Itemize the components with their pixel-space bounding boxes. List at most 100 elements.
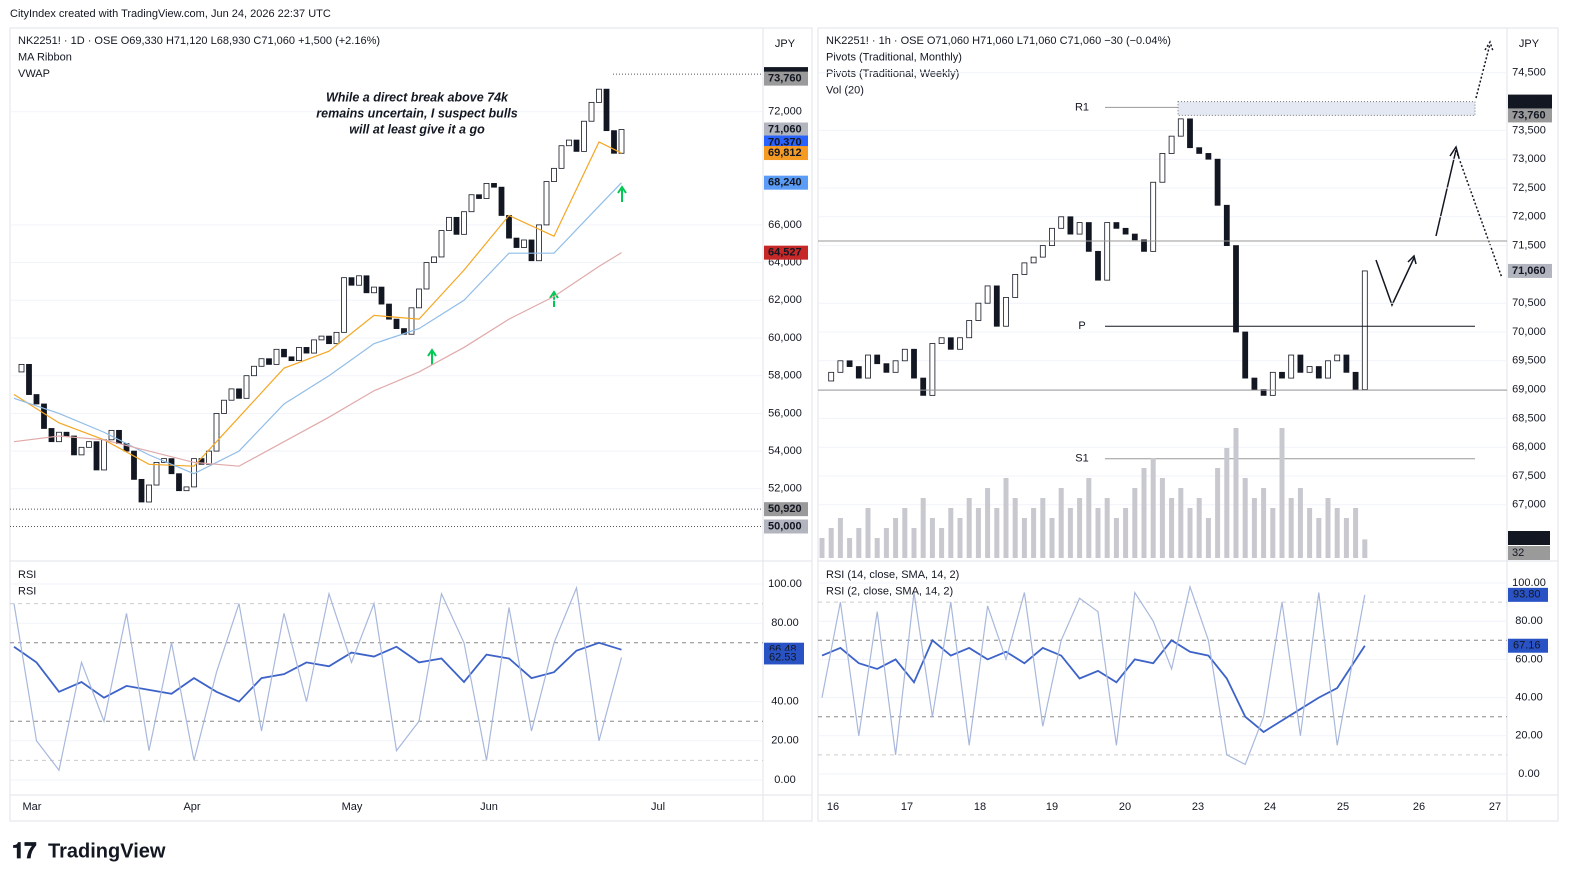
price-label-bg	[764, 519, 808, 534]
candle	[258, 358, 265, 367]
volume-bar	[1215, 468, 1221, 558]
y-tick-label: 66,000	[768, 219, 802, 231]
candle	[1141, 239, 1147, 252]
candle	[33, 394, 40, 405]
volume-bar	[902, 508, 908, 558]
rsi-line	[821, 638, 1366, 734]
volume-bar	[1132, 488, 1138, 558]
candle	[1214, 158, 1221, 206]
candle	[1085, 222, 1092, 252]
y-tick-label: 67,000	[1512, 499, 1546, 511]
volume-bar	[1196, 498, 1202, 558]
candle	[446, 216, 452, 231]
y-tick-label: 52,000	[768, 483, 802, 495]
candle	[1039, 245, 1046, 258]
candle	[1159, 153, 1166, 183]
candle	[303, 347, 310, 354]
candle	[929, 343, 936, 396]
candle	[1269, 371, 1276, 396]
candle	[1325, 360, 1331, 379]
candle	[1177, 118, 1184, 137]
x-tick-label: 23	[1192, 801, 1204, 813]
volume-bar	[975, 508, 981, 558]
candle	[892, 360, 899, 373]
candle	[846, 360, 853, 367]
volume-bar	[920, 498, 926, 558]
candle	[93, 441, 100, 471]
annotation: While a direct break above 74k	[326, 90, 509, 104]
volume-bar	[1104, 498, 1110, 558]
annotation: will at least give it a go	[349, 122, 485, 136]
x-tick-label: 17	[901, 801, 913, 813]
candle	[101, 439, 107, 471]
candle	[1131, 233, 1138, 241]
price-label: 50,000	[768, 520, 802, 532]
volume-bar	[1169, 498, 1175, 558]
candle	[438, 230, 445, 258]
left-pane	[9, 27, 813, 822]
volume-bar	[939, 528, 945, 558]
y-tick-label: 68,000	[1512, 441, 1546, 453]
volume-label: 32	[1512, 547, 1524, 559]
candle	[453, 216, 460, 235]
y-tick-label: 68,500	[1512, 412, 1546, 424]
candle	[611, 130, 617, 154]
candle	[228, 388, 235, 401]
rsi-label: 93.80	[1513, 589, 1541, 601]
volume-bar	[1224, 448, 1230, 558]
ma-line	[13, 141, 622, 467]
volume-bar	[985, 488, 991, 558]
candle	[1187, 118, 1193, 149]
candle	[1049, 227, 1055, 247]
annotation: remains uncertain, I suspect bulls	[316, 106, 518, 120]
candle	[153, 462, 160, 486]
candle	[528, 239, 535, 262]
volume-bar	[1178, 488, 1184, 558]
candle	[1150, 181, 1157, 252]
price-label-bg	[764, 175, 808, 190]
volume-bar	[1334, 508, 1340, 558]
candle	[911, 348, 917, 379]
volume-bar	[1049, 518, 1055, 558]
rsi-line	[821, 584, 1366, 766]
candle	[573, 139, 580, 152]
candle	[1205, 153, 1212, 160]
volume-bar	[1058, 488, 1064, 558]
candle	[855, 366, 862, 379]
x-tick-label: 26	[1413, 801, 1425, 813]
candle	[1012, 273, 1019, 298]
candle	[543, 181, 550, 226]
candle	[1095, 250, 1101, 281]
y-tick-label: 73,500	[1512, 124, 1546, 136]
price-label: 68,240	[768, 177, 802, 189]
volume-bar	[1150, 458, 1156, 558]
volume-bar	[1095, 508, 1101, 558]
candle	[883, 363, 890, 373]
candle	[1223, 204, 1230, 246]
candle	[468, 194, 475, 213]
candle	[551, 167, 557, 182]
candle	[311, 339, 317, 354]
candle	[865, 354, 871, 379]
candle	[431, 256, 437, 264]
rsi-tick-label: 60.00	[1515, 653, 1543, 665]
candle	[566, 139, 572, 147]
candle	[1279, 371, 1285, 379]
candle	[86, 441, 92, 448]
volume-bar	[1288, 498, 1294, 558]
candle	[498, 186, 505, 216]
candle	[536, 224, 542, 262]
volume-bar	[1316, 518, 1322, 558]
candle	[1076, 222, 1083, 235]
volume-bar	[1242, 478, 1248, 558]
volume-bar	[1261, 488, 1267, 558]
candle	[146, 484, 152, 503]
rsi-tick-label: 100.00	[1512, 577, 1546, 589]
candle	[1334, 354, 1341, 362]
price-label: 73,760	[768, 73, 802, 85]
rsi-tick-label: 0.00	[774, 774, 795, 786]
y-tick-label: 69,500	[1512, 355, 1546, 367]
volume-bar	[1123, 508, 1129, 558]
legend: Vol (20)	[826, 84, 864, 96]
